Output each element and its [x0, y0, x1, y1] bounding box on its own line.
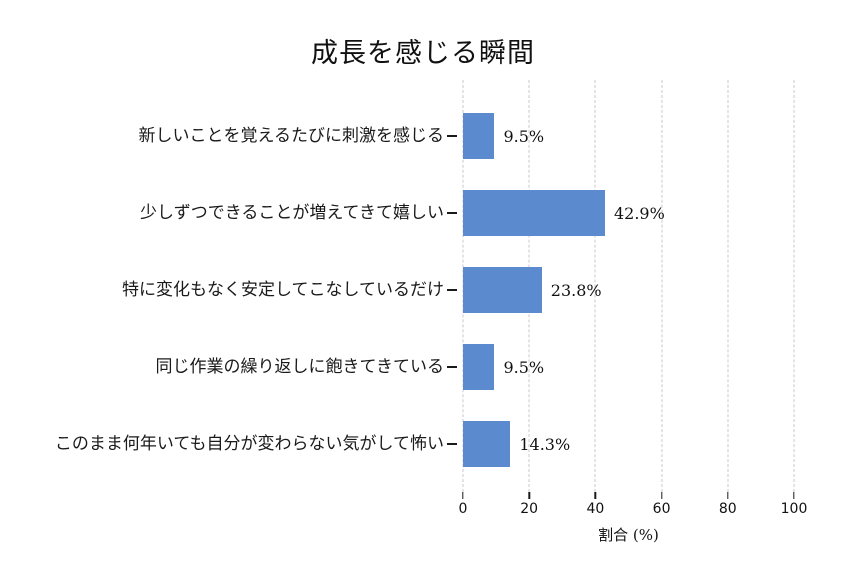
y-tick-mark [447, 135, 457, 137]
y-tick-mark [447, 366, 457, 368]
value-label: 9.5% [503, 126, 545, 146]
y-tick-mark [447, 212, 457, 214]
chart-title: 成長を感じる瞬間 [311, 38, 535, 69]
x-tick-mark [727, 492, 729, 499]
x-tick-label: 60 [652, 501, 671, 517]
value-label: 14.3% [519, 434, 571, 454]
x-tick-mark [594, 492, 597, 499]
x-tick-label: 0 [458, 501, 468, 517]
x-tick-label: 100 [780, 501, 808, 517]
x-tick-label: 80 [718, 501, 737, 517]
category-label: 同じ作業の繰り返しに飽きてきている [155, 357, 445, 377]
x-tick-label: 40 [586, 501, 605, 517]
gridline [793, 80, 795, 492]
x-tick-mark [462, 492, 464, 499]
bar [463, 113, 495, 159]
plot-area: 新しいことを覚えるたびに刺激を感じる 9.5% 少しずつできることが増えてきて嬉… [55, 80, 807, 544]
bar [463, 421, 511, 467]
category-label: 少しずつできることが増えてきて嬉しい [140, 203, 444, 223]
bar-row: 特に変化もなく安定してこなしているだけ 23.8% [122, 267, 794, 313]
bar-row: 新しいことを覚えるたびに刺激を感じる 9.5% [139, 113, 794, 159]
bar [463, 344, 495, 390]
gridline [661, 80, 663, 492]
category-label: 新しいことを覚えるたびに刺激を感じる [138, 126, 445, 146]
value-label: 9.5% [503, 357, 545, 377]
value-label: 23.8% [550, 280, 602, 300]
gridline [594, 80, 596, 492]
bar-row: このまま何年いても自分が変わらない気がして怖い 14.3% [55, 421, 794, 467]
category-label: このまま何年いても自分が変わらない気がして怖い [54, 434, 444, 454]
x-tick-label: 20 [520, 501, 539, 517]
y-tick-mark [447, 289, 457, 291]
bar [463, 190, 605, 236]
bar-row: 同じ作業の繰り返しに飽きてきている 9.5% [156, 344, 794, 390]
value-label: 42.9% [613, 203, 665, 223]
x-tick-mark [660, 492, 663, 499]
y-tick-mark [447, 443, 457, 445]
bar [463, 267, 542, 313]
x-tick-mark [528, 492, 530, 499]
gridline [727, 80, 729, 492]
x-axis-label: 割合 (%) [598, 526, 659, 544]
x-tick-mark [793, 492, 795, 499]
bar-row: 少しずつできることが増えてきて嬉しい 42.9% [140, 190, 794, 236]
category-label: 特に変化もなく安定してこなしているだけ [122, 280, 444, 300]
